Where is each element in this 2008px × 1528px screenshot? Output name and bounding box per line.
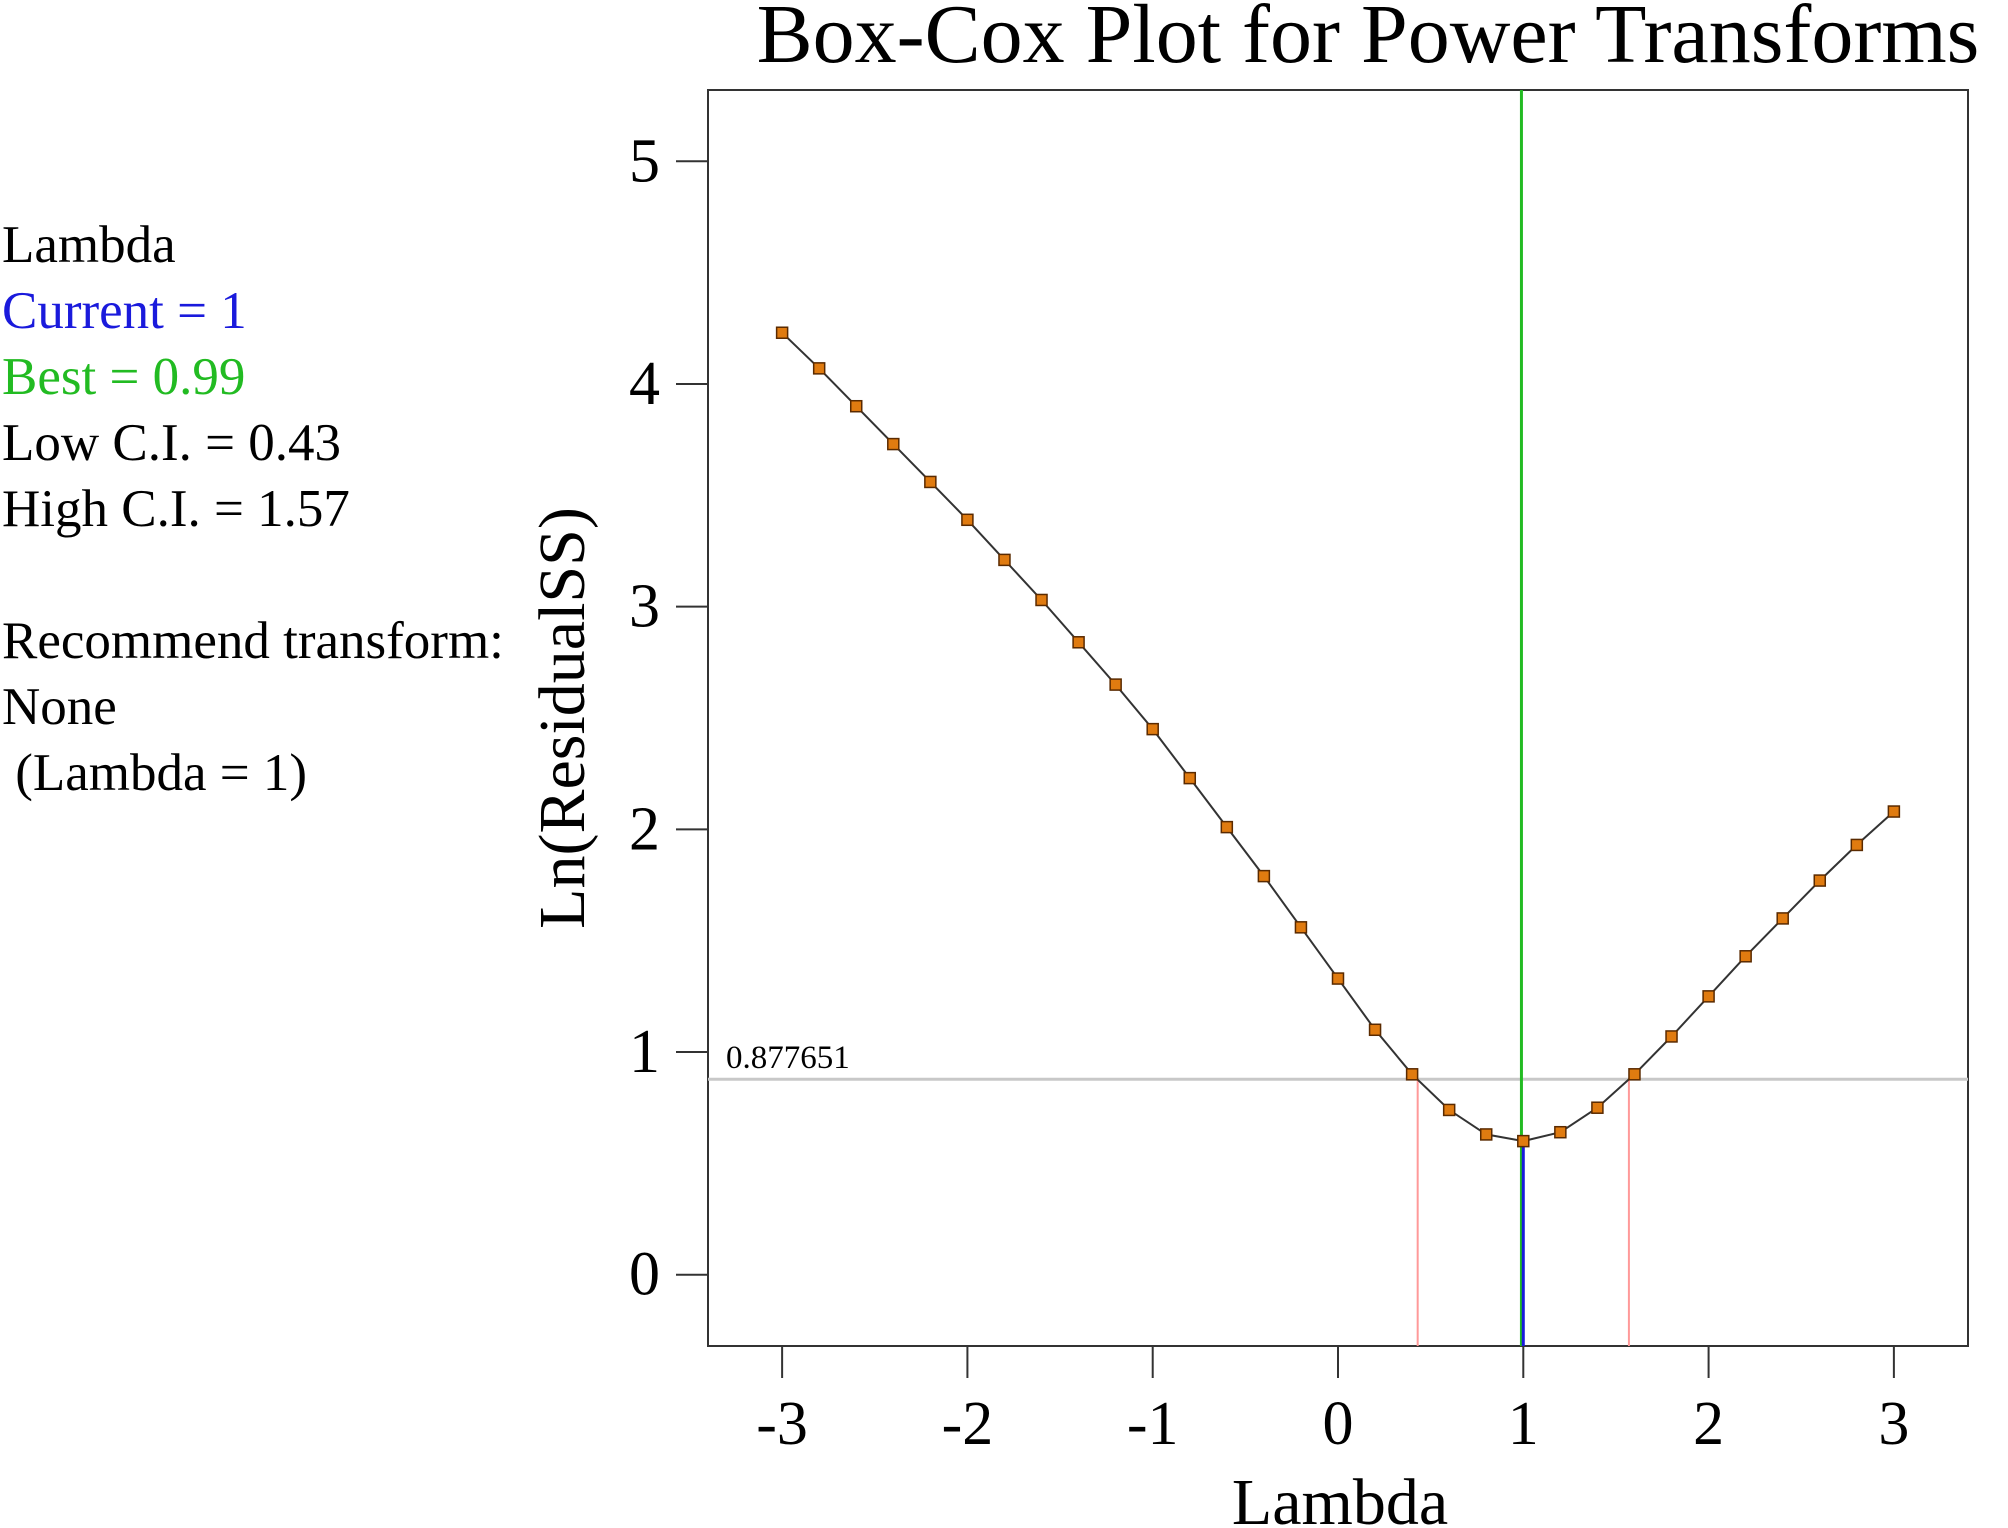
data-point <box>1368 1023 1382 1037</box>
data-point <box>1405 1068 1419 1081</box>
x-tick-label: -1 <box>1127 1390 1179 1458</box>
series-residualss <box>775 326 1901 1148</box>
x-tick-label: 1 <box>1508 1390 1539 1458</box>
data-point <box>812 362 826 375</box>
data-point <box>1591 1101 1604 1114</box>
chart-title: Box-Cox Plot for Power Transforms <box>757 0 1980 81</box>
best-lambda-text: Best = 0.99 <box>2 348 246 406</box>
data-point <box>1479 1128 1493 1141</box>
data-point <box>1554 1125 1567 1139</box>
recommend-detail: (Lambda = 1) <box>2 744 308 802</box>
data-point <box>1887 805 1901 818</box>
lambda-header: Lambda <box>2 216 176 274</box>
recommend-label: Recommend transform: <box>2 612 504 670</box>
data-point <box>1776 912 1789 925</box>
data-point <box>849 399 863 413</box>
data-point <box>887 437 900 451</box>
y-tick-label: 0 <box>629 1241 660 1309</box>
data-point <box>1442 1103 1456 1117</box>
axes: -3 -2 -1 0 1 2 3 0 1 2 3 4 5 <box>629 127 1909 1458</box>
high-ci-text: High C.I. = 1.57 <box>2 480 350 538</box>
data-point <box>1294 921 1308 934</box>
data-point <box>1146 722 1159 736</box>
y-tick-label: 4 <box>629 350 660 418</box>
data-point <box>924 475 937 489</box>
current-lambda-text: Current = 1 <box>2 282 247 340</box>
data-point <box>1702 990 1715 1003</box>
data-point <box>775 326 789 339</box>
y-tick-label: 3 <box>629 573 660 641</box>
threshold-label: 0.877651 <box>726 1040 850 1076</box>
data-point <box>1072 636 1085 649</box>
x-tick-label: 0 <box>1323 1390 1354 1458</box>
plot-frame <box>707 89 1969 1347</box>
data-point <box>1035 593 1048 607</box>
data-point <box>1628 1068 1641 1081</box>
reference-lines <box>708 90 1968 1346</box>
y-tick-label: 2 <box>629 795 660 863</box>
x-tick-label: -3 <box>756 1390 808 1458</box>
x-tick-label: 3 <box>1878 1390 1909 1458</box>
data-point <box>1813 874 1827 887</box>
data-point <box>1183 771 1197 785</box>
series-line <box>781 331 1895 1143</box>
lambda-info-panel: Lambda Current = 1 Best = 0.99 Low C.I. … <box>2 212 504 806</box>
data-point <box>961 513 974 527</box>
data-point <box>1517 1134 1530 1148</box>
recommend-value: None <box>2 678 117 736</box>
data-point <box>1665 1030 1678 1043</box>
x-axis-label: Lambda <box>1232 1466 1448 1528</box>
data-point <box>1331 972 1345 985</box>
y-axis-label: Ln(ResidualSS) <box>526 507 599 929</box>
data-point <box>1850 838 1864 852</box>
y-tick-label: 1 <box>629 1018 660 1086</box>
x-tick-label: -2 <box>942 1390 994 1458</box>
data-point <box>1220 820 1234 834</box>
data-point <box>1739 950 1752 963</box>
data-point <box>1257 869 1271 883</box>
y-tick-label: 5 <box>629 127 660 195</box>
data-point <box>998 553 1011 567</box>
x-tick-label: 2 <box>1693 1390 1724 1458</box>
data-point <box>1109 678 1122 691</box>
low-ci-text: Low C.I. = 0.43 <box>2 414 342 472</box>
